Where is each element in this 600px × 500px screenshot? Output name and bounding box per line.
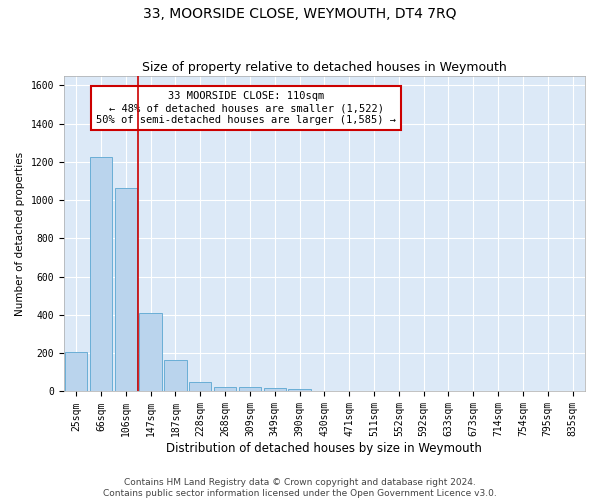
Bar [115, 188, 137, 392]
Bar [289, 389, 311, 392]
Bar [139, 313, 162, 392]
Bar [90, 157, 112, 392]
Text: 33 MOORSIDE CLOSE: 110sqm
← 48% of detached houses are smaller (1,522)
50% of se: 33 MOORSIDE CLOSE: 110sqm ← 48% of detac… [96, 92, 396, 124]
Bar [189, 382, 211, 392]
Bar [239, 388, 261, 392]
Bar [263, 388, 286, 392]
Bar [164, 360, 187, 392]
Title: Size of property relative to detached houses in Weymouth: Size of property relative to detached ho… [142, 62, 507, 74]
Text: 33, MOORSIDE CLOSE, WEYMOUTH, DT4 7RQ: 33, MOORSIDE CLOSE, WEYMOUTH, DT4 7RQ [143, 8, 457, 22]
X-axis label: Distribution of detached houses by size in Weymouth: Distribution of detached houses by size … [166, 442, 482, 455]
Bar [65, 352, 88, 392]
Bar [214, 386, 236, 392]
Text: Contains HM Land Registry data © Crown copyright and database right 2024.
Contai: Contains HM Land Registry data © Crown c… [103, 478, 497, 498]
Y-axis label: Number of detached properties: Number of detached properties [15, 152, 25, 316]
